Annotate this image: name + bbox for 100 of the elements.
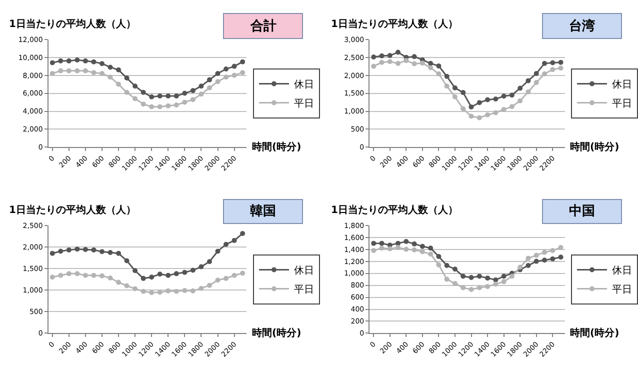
point — [74, 58, 80, 63]
point — [534, 80, 539, 85]
point — [206, 77, 212, 82]
point — [166, 103, 171, 108]
point — [149, 104, 154, 110]
point — [468, 286, 474, 292]
point — [232, 238, 237, 243]
point — [240, 270, 246, 276]
point — [444, 74, 450, 79]
point — [493, 96, 498, 102]
point — [404, 58, 409, 64]
point — [82, 247, 88, 252]
point — [404, 246, 409, 252]
point — [420, 60, 425, 66]
point — [74, 68, 80, 74]
point — [198, 264, 204, 270]
point — [412, 54, 417, 60]
point — [468, 104, 474, 110]
point — [526, 89, 531, 94]
point — [558, 60, 564, 65]
point — [412, 61, 417, 66]
point — [206, 259, 212, 264]
point — [166, 288, 171, 294]
point — [224, 66, 229, 72]
point — [542, 71, 548, 76]
x-axis-title: 時間(時分) — [570, 141, 620, 153]
point — [476, 100, 482, 106]
point — [428, 252, 434, 257]
point — [550, 248, 556, 254]
point — [116, 250, 122, 256]
point — [501, 94, 506, 99]
point — [132, 286, 138, 292]
point — [501, 274, 506, 279]
picture-label-box: 台湾 — [542, 13, 622, 39]
point — [82, 68, 88, 74]
chart-title: 韓国 — [250, 204, 276, 219]
point — [371, 248, 376, 254]
point — [485, 276, 490, 281]
point — [452, 85, 458, 90]
point — [468, 114, 474, 119]
point — [50, 60, 55, 66]
point — [476, 274, 482, 279]
point — [240, 70, 246, 76]
chart-title: 中国 — [569, 204, 595, 219]
picture-label-box: 合計 — [223, 13, 303, 39]
point — [232, 72, 237, 78]
legend-label: 平日 — [294, 98, 314, 110]
point — [526, 256, 531, 261]
point — [157, 272, 162, 277]
point — [124, 90, 130, 95]
point — [82, 272, 88, 278]
point — [166, 272, 171, 278]
point — [420, 249, 425, 254]
point — [182, 270, 188, 275]
point — [190, 97, 196, 102]
point — [404, 239, 409, 244]
legend-label: 平日 — [294, 284, 314, 296]
point — [198, 286, 204, 291]
y-axis-title: 1日当たりの平均人数（人） — [331, 18, 458, 30]
point — [124, 258, 130, 264]
point — [124, 283, 130, 288]
point — [428, 246, 434, 251]
point — [387, 59, 392, 64]
point — [66, 58, 72, 64]
point — [149, 274, 154, 280]
point — [526, 78, 531, 84]
point — [396, 245, 401, 250]
point — [74, 246, 80, 252]
point — [518, 264, 523, 270]
point — [66, 247, 72, 252]
y-axis-title: 1日当たりの平均人数（人） — [9, 204, 136, 216]
point — [240, 59, 246, 64]
point — [58, 248, 64, 254]
point — [379, 246, 384, 251]
point — [493, 282, 498, 287]
point — [174, 93, 179, 98]
point — [485, 112, 490, 118]
point — [460, 90, 466, 96]
chart-title: 台湾 — [569, 18, 595, 34]
point — [436, 262, 442, 268]
picture-label-box: 中国 — [542, 199, 622, 224]
legend-label: 休日 — [612, 266, 632, 277]
point — [558, 66, 564, 71]
point — [116, 67, 122, 72]
x-axis-title: 時間(時分) — [252, 327, 302, 339]
point — [132, 268, 138, 274]
point — [215, 79, 220, 84]
point — [379, 240, 384, 246]
point — [108, 64, 113, 70]
y-axis-title: 1日当たりの平均人数（人） — [9, 18, 136, 30]
point — [240, 231, 246, 236]
point — [50, 250, 55, 256]
point — [66, 68, 72, 74]
point — [444, 276, 450, 282]
point — [157, 104, 162, 110]
point — [91, 70, 96, 76]
point — [428, 60, 434, 66]
point — [132, 84, 138, 89]
point — [396, 50, 401, 55]
point — [82, 58, 88, 64]
